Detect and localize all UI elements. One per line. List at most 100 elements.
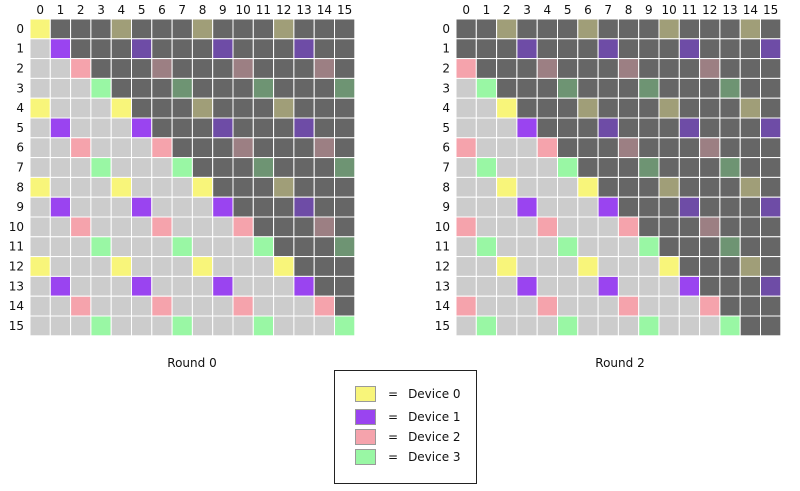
- grid-cell-device-2: [699, 295, 721, 317]
- grid-cell: [455, 97, 477, 119]
- row-label: 15: [435, 319, 450, 333]
- grid-cell-masked: [739, 196, 762, 218]
- row-label: 8: [442, 180, 450, 194]
- grid-cell-masked: [536, 117, 559, 139]
- grid-cell-device-3: [334, 315, 356, 337]
- grid-cell-masked: [678, 77, 701, 99]
- col-label: 6: [584, 3, 592, 17]
- grid-cell: [658, 275, 680, 297]
- grid-cell: [455, 236, 477, 258]
- grid-cell-masked: [577, 117, 599, 139]
- grid-cell-device-0: [496, 18, 518, 40]
- grid-cell-masked: [557, 117, 579, 139]
- grid-cell: [678, 315, 701, 337]
- col-label: 5: [138, 3, 146, 17]
- legend-item-device-3: = Device 3: [355, 449, 461, 465]
- grid-cell: [475, 295, 498, 317]
- col-label: 14: [743, 3, 758, 17]
- grid-cell-masked: [638, 97, 660, 119]
- legend-swatch-device-2: [355, 429, 376, 445]
- grid-cell: [475, 216, 498, 238]
- grid-cell-masked: [658, 236, 680, 258]
- grid-cell-masked: [678, 97, 701, 119]
- col-label: 2: [503, 3, 511, 17]
- grid-cell-device-1: [760, 38, 782, 60]
- grid-cell-device-0: [739, 176, 762, 198]
- grid-cell-device-0: [496, 256, 518, 277]
- grid-cell-masked: [719, 216, 741, 238]
- col-label: 10: [662, 3, 677, 17]
- grid-cell-masked: [678, 236, 701, 258]
- grid-cell-device-0: [496, 97, 518, 119]
- grid-cell-device-0: [577, 97, 599, 119]
- grid-cell-masked: [678, 176, 701, 198]
- grid-cell: [638, 295, 660, 317]
- legend-item-device-0: = Device 0: [355, 386, 461, 402]
- grid-cell: [536, 157, 559, 178]
- grid-cell-device-2: [617, 295, 640, 317]
- grid-cell-masked: [516, 18, 538, 40]
- row-label: 4: [442, 101, 450, 115]
- grid-cell-masked: [577, 137, 599, 159]
- grid-cell-masked: [760, 18, 782, 40]
- col-label: 4: [544, 3, 552, 17]
- grid-cell-masked: [516, 77, 538, 99]
- grid-cell-masked: [617, 196, 640, 218]
- col-label: 6: [158, 3, 166, 17]
- grid-cell-masked: [699, 38, 721, 60]
- legend-swatch-device-0: [355, 386, 376, 402]
- grid-cell: [638, 275, 660, 297]
- grid-cell-device-3: [719, 236, 741, 258]
- grid-cell-masked: [516, 58, 538, 79]
- legend-swatch-device-3: [355, 449, 376, 465]
- grid-cell-masked: [760, 236, 782, 258]
- col-label: 11: [256, 3, 271, 17]
- grid-cell: [496, 137, 518, 159]
- grid-cell-device-1: [516, 38, 538, 60]
- col-label: 0: [462, 3, 470, 17]
- grid-cell-masked: [638, 18, 660, 40]
- grid-cell: [658, 315, 680, 337]
- col-label: 1: [57, 3, 65, 17]
- grid-cell-masked: [739, 315, 762, 337]
- grid-cell-masked: [516, 97, 538, 119]
- grid-cell-masked: [577, 58, 599, 79]
- grid-cell-masked: [536, 18, 559, 40]
- row-label: 0: [16, 22, 24, 36]
- row-label: 4: [16, 101, 24, 115]
- grid-cell-masked: [719, 256, 741, 277]
- grid-cell-masked: [577, 38, 599, 60]
- grid-cell: [557, 256, 579, 277]
- grid-cell-masked: [699, 236, 721, 258]
- grid-cell-masked: [475, 18, 498, 40]
- grid-cell-masked: [719, 38, 741, 60]
- grid-cell-device-2: [699, 137, 721, 159]
- grid-cell-masked: [577, 77, 599, 99]
- grid-cell: [557, 176, 579, 198]
- grid-cell-device-1: [760, 196, 782, 218]
- legend-label-device-1: Device 1: [408, 410, 461, 424]
- grid-cell-device-2: [617, 137, 640, 159]
- grid-cell-masked: [557, 137, 579, 159]
- row-label: 1: [16, 42, 24, 56]
- grid-cell: [597, 236, 619, 258]
- grid-cell-masked: [658, 137, 680, 159]
- grid-cell-device-1: [516, 117, 538, 139]
- grid-cell-device-3: [638, 236, 660, 258]
- row-label: 14: [9, 299, 24, 313]
- grid-cell-device-2: [617, 58, 640, 79]
- col-label: 0: [36, 3, 44, 17]
- grid-cell-masked: [658, 196, 680, 218]
- row-label: 2: [442, 62, 450, 76]
- grid-cell-masked: [597, 137, 619, 159]
- grid-cell: [455, 256, 477, 277]
- grid-cell-masked: [760, 58, 782, 79]
- row-label: 3: [442, 81, 450, 95]
- grid-cell: [557, 295, 579, 317]
- grid-cell-masked: [638, 176, 660, 198]
- grid-cell-masked: [557, 38, 579, 60]
- grid-cell: [475, 117, 498, 139]
- grid-cell: [597, 256, 619, 277]
- grid-cell: [577, 295, 599, 317]
- grid-cell: [516, 137, 538, 159]
